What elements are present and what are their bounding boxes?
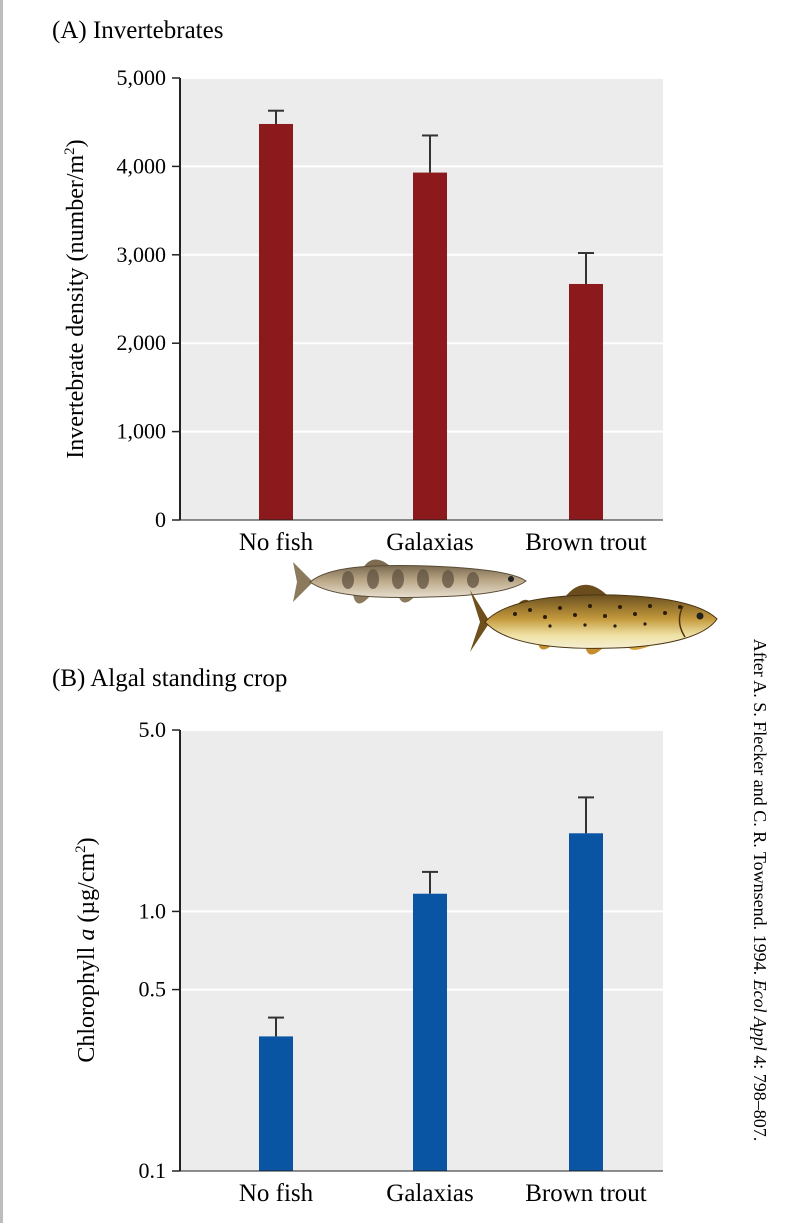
panel-b-bars (259, 833, 603, 1171)
panel-b: (B) Algal standing crop 0.1 0.5 1.0 5.0 No … (52, 665, 663, 1207)
panel-a-bars (259, 123, 603, 520)
x-tick-label: Brown trout (525, 1180, 647, 1207)
panel-b-x-labels: No fish Galaxias Brown trout (239, 1180, 647, 1207)
y-tick-label: 3,000 (117, 242, 167, 267)
trout-body (484, 594, 718, 649)
y-tick-label: 2,000 (117, 330, 167, 355)
galaxias-eye (508, 576, 514, 582)
bar (413, 172, 447, 520)
galaxias-bands (342, 569, 479, 589)
galaxias-tail (293, 562, 313, 602)
y-tick-label: 5,000 (117, 65, 167, 90)
page-left-border (0, 0, 3, 1223)
panel-b-y-axis-title: Chlorophyll a (µg/cm2) (73, 837, 100, 1062)
source-credit: After A. S. Flecker and C. R. Townsend. … (750, 639, 770, 1142)
y-tick-label: 4,000 (117, 153, 167, 178)
brown-trout-fish-illustration (470, 584, 718, 655)
panel-a-y-axis-title: Invertebrate density (number/m2) (62, 139, 89, 458)
x-tick-label: No fish (239, 1180, 314, 1207)
bar (259, 123, 293, 520)
bar (259, 1036, 293, 1171)
bar (569, 833, 603, 1171)
bar (569, 283, 603, 520)
panel-a-y-ticks: 0 1,000 2,000 3,000 4,000 5,000 (117, 65, 663, 532)
bar (413, 893, 447, 1171)
y-tick-label: 1.0 (139, 898, 167, 923)
trout-spots (513, 604, 682, 628)
trout-gill (678, 605, 686, 638)
y-tick-label: 0.1 (139, 1158, 167, 1183)
x-tick-label: Galaxias (386, 529, 473, 556)
y-tick-label: 0.5 (139, 977, 167, 1002)
y-tick-label: 1,000 (117, 419, 167, 444)
y-tick-label: 0 (155, 507, 166, 532)
trout-tail (470, 590, 490, 652)
x-tick-label: Brown trout (525, 529, 647, 556)
trout-eye (696, 612, 704, 620)
panel-a-error-bars (268, 109, 594, 284)
x-tick-label: Galaxias (386, 1180, 473, 1207)
panel-b-y-ticks: 0.1 0.5 1.0 5.0 (139, 717, 663, 1183)
galaxias-fish-illustration (293, 559, 527, 604)
y-tick-label: 5.0 (139, 717, 167, 742)
panel-a: (A) Invertebrates 0 1,000 2,000 3,000 4,000 5… (52, 17, 663, 556)
panel-a-x-labels: No fish Galaxias Brown trout (239, 529, 647, 556)
panel-a-title: (A) Invertebrates (52, 17, 223, 44)
panel-b-error-bars (268, 796, 594, 1037)
panel-b-title: (B) Algal standing crop (52, 665, 287, 692)
x-tick-label: No fish (239, 529, 314, 556)
